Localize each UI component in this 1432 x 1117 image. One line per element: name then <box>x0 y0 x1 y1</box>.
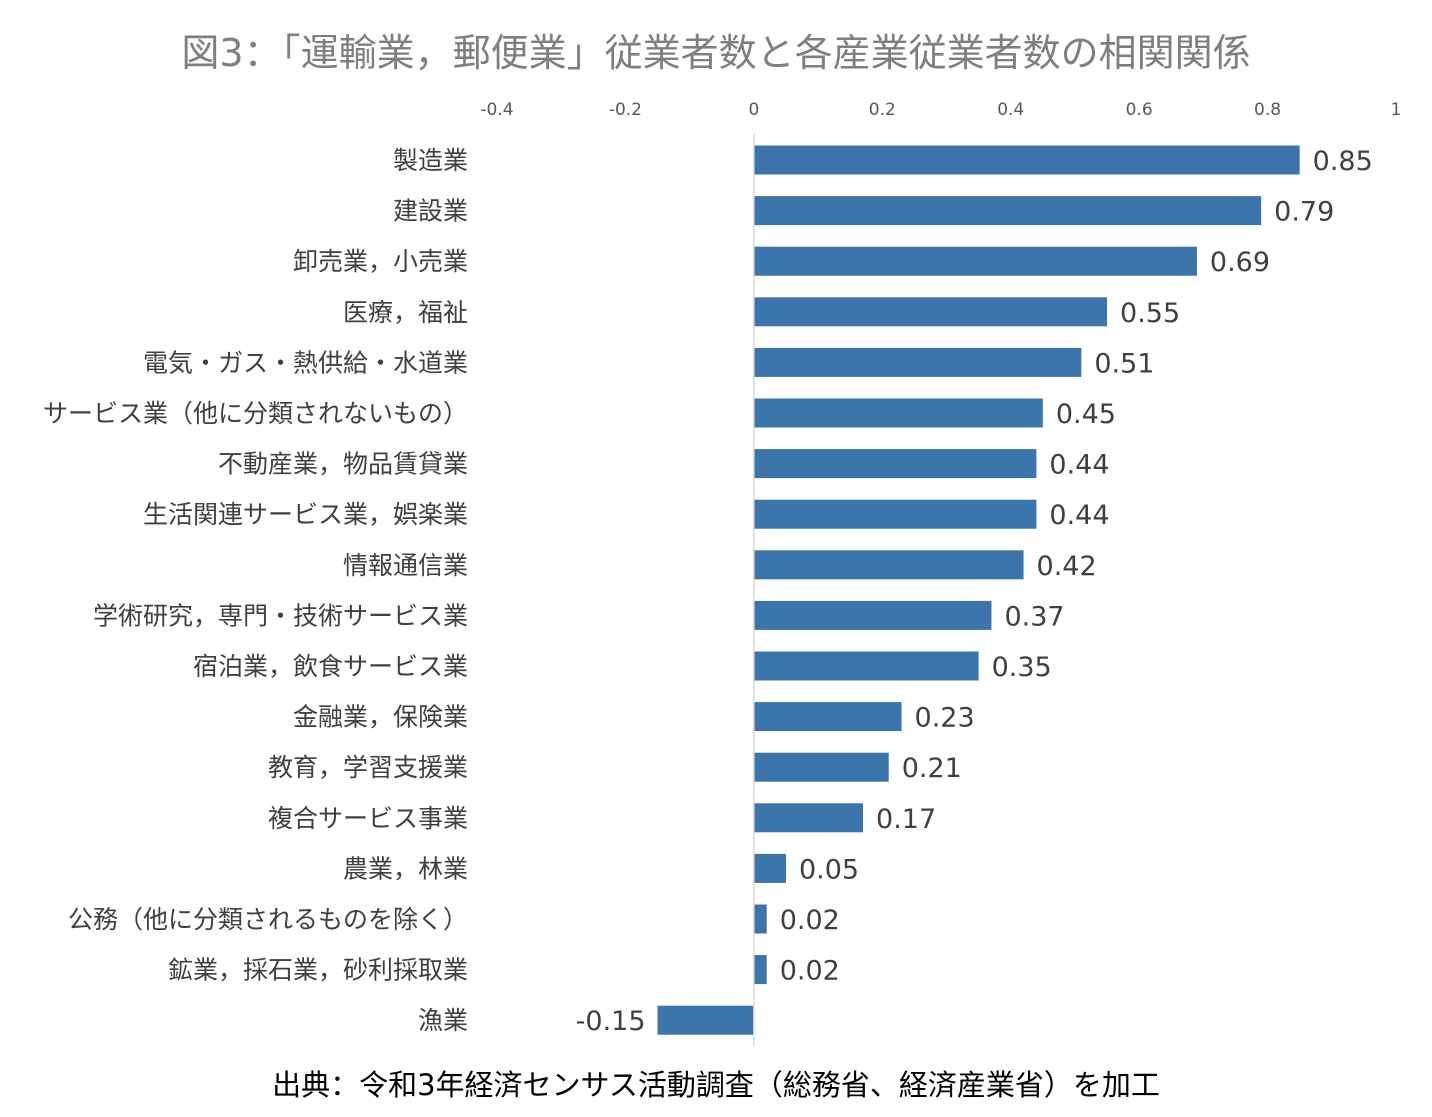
data-label: -0.15 <box>576 1006 646 1037</box>
bar <box>753 550 1024 580</box>
bar <box>753 449 1037 479</box>
bar <box>753 600 992 630</box>
category-label: 生活関連サービス業，娯楽業 <box>143 500 468 529</box>
category-label: 宿泊業，飲食サービス業 <box>193 652 468 681</box>
category-label: 漁業 <box>418 1006 468 1035</box>
category-label: 電気・ガス・熱供給・水道業 <box>143 348 468 377</box>
x-tick-label: 0.2 <box>869 100 896 120</box>
category-label: 金融業，保険業 <box>293 703 468 732</box>
bars <box>657 145 1300 1035</box>
data-label: 0.23 <box>915 703 975 734</box>
bar <box>657 1005 754 1035</box>
data-label: 0.02 <box>780 905 840 936</box>
bar <box>753 499 1037 529</box>
category-label: 公務（他に分類されるものを除く） <box>68 905 468 934</box>
category-label: 農業，林業 <box>343 854 468 883</box>
source-note: 出典：令和3年経済センサス活動調査（総務省、経済産業省）を加工 <box>272 1068 1160 1102</box>
bar <box>753 803 864 833</box>
data-label: 0.44 <box>1049 450 1109 481</box>
category-label: 情報通信業 <box>343 551 468 580</box>
x-tick-label: 0 <box>748 100 759 120</box>
category-label: サービス業（他に分類されないもの） <box>43 399 468 428</box>
data-label: 0.17 <box>876 804 936 835</box>
x-tick-label: 0.6 <box>1126 100 1153 120</box>
data-label: 0.69 <box>1210 247 1270 278</box>
data-label: 0.44 <box>1049 500 1109 531</box>
data-label: 0.02 <box>780 956 840 987</box>
category-label: 複合サービス事業 <box>268 804 468 833</box>
category-label: 学術研究，専門・技術サービス業 <box>93 601 468 630</box>
category-label: 製造業 <box>393 146 468 175</box>
data-label: 0.42 <box>1037 551 1097 582</box>
bar <box>753 398 1043 428</box>
data-label: 0.35 <box>992 652 1052 683</box>
category-label: 卸売業，小売業 <box>293 247 468 276</box>
chart-title: 図3：「運輸業，郵便業」従業者数と各産業従業者数の相関関係 <box>181 31 1251 75</box>
data-label: 0.05 <box>799 854 859 885</box>
bar <box>753 904 767 934</box>
data-label: 0.85 <box>1313 146 1373 177</box>
bar <box>753 347 1082 377</box>
bar <box>753 145 1300 175</box>
data-label: 0.37 <box>1004 601 1064 632</box>
bar <box>753 853 786 883</box>
x-tick-label: 1 <box>1391 100 1402 120</box>
bar <box>753 297 1108 327</box>
bar <box>753 196 1262 226</box>
bar <box>753 955 767 985</box>
bar <box>753 702 902 732</box>
x-axis-ticks: -0.4 -0.2 0 0.2 0.4 0.6 0.8 1 <box>480 100 1401 120</box>
bar <box>753 752 889 782</box>
category-label: 鉱業，採石業，砂利採取業 <box>168 956 468 985</box>
data-label: 0.79 <box>1274 197 1334 228</box>
bar <box>753 651 979 681</box>
x-tick-label: 0.4 <box>997 100 1024 120</box>
category-label: 医療，福祉 <box>343 298 468 327</box>
x-tick-label: 0.8 <box>1254 100 1281 120</box>
x-tick-label: -0.4 <box>480 100 513 120</box>
bar <box>753 246 1197 276</box>
category-label: 建設業 <box>393 197 468 226</box>
data-label: 0.55 <box>1120 298 1180 329</box>
data-labels: 0.85 0.790.69 0.55 0.51 0.45 0.44 0.44 0.42 0.37… <box>576 146 1373 1037</box>
category-labels: 製造業建設業卸売業，小売業医療，福祉電気・ガス・熱供給・水道業サービス業（他に分… <box>43 146 468 1035</box>
category-label: 不動産業，物品賃貸業 <box>218 450 468 479</box>
data-label: 0.45 <box>1056 399 1116 430</box>
x-tick-label: -0.2 <box>609 100 642 120</box>
category-label: 教育，学習支援業 <box>268 753 468 782</box>
data-label: 0.51 <box>1094 348 1154 379</box>
data-label: 0.21 <box>902 753 962 784</box>
